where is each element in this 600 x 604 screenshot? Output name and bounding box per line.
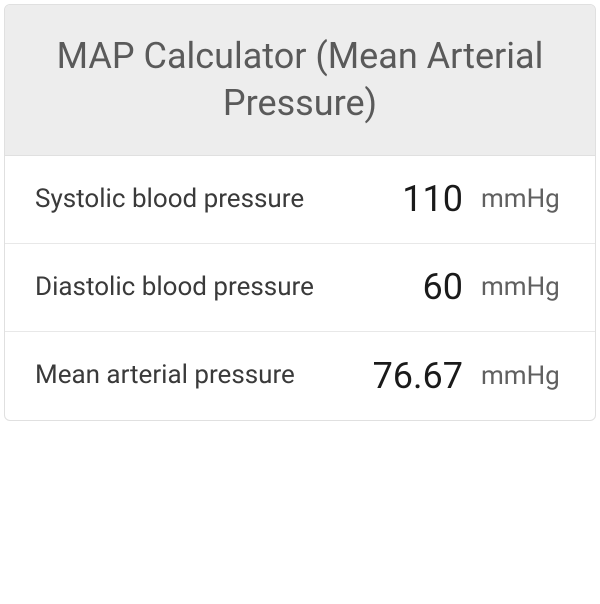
calculator-header: MAP Calculator (Mean Arterial Pressure) [5, 5, 595, 156]
map-unit: mmHg [481, 361, 565, 391]
map-value: 76.67 [351, 355, 481, 397]
systolic-value[interactable]: 110 [351, 178, 481, 220]
diastolic-unit: mmHg [481, 272, 565, 302]
systolic-unit: mmHg [481, 184, 565, 214]
systolic-label: Systolic blood pressure [35, 183, 351, 216]
map-calculator: MAP Calculator (Mean Arterial Pressure) … [4, 4, 596, 421]
map-row: Mean arterial pressure 76.67 mmHg [5, 332, 595, 420]
map-label: Mean arterial pressure [35, 359, 351, 392]
calculator-title: MAP Calculator (Mean Arterial Pressure) [45, 33, 555, 127]
diastolic-row: Diastolic blood pressure 60 mmHg [5, 244, 595, 332]
systolic-row: Systolic blood pressure 110 mmHg [5, 156, 595, 244]
diastolic-label: Diastolic blood pressure [35, 271, 351, 304]
diastolic-value[interactable]: 60 [351, 266, 481, 308]
